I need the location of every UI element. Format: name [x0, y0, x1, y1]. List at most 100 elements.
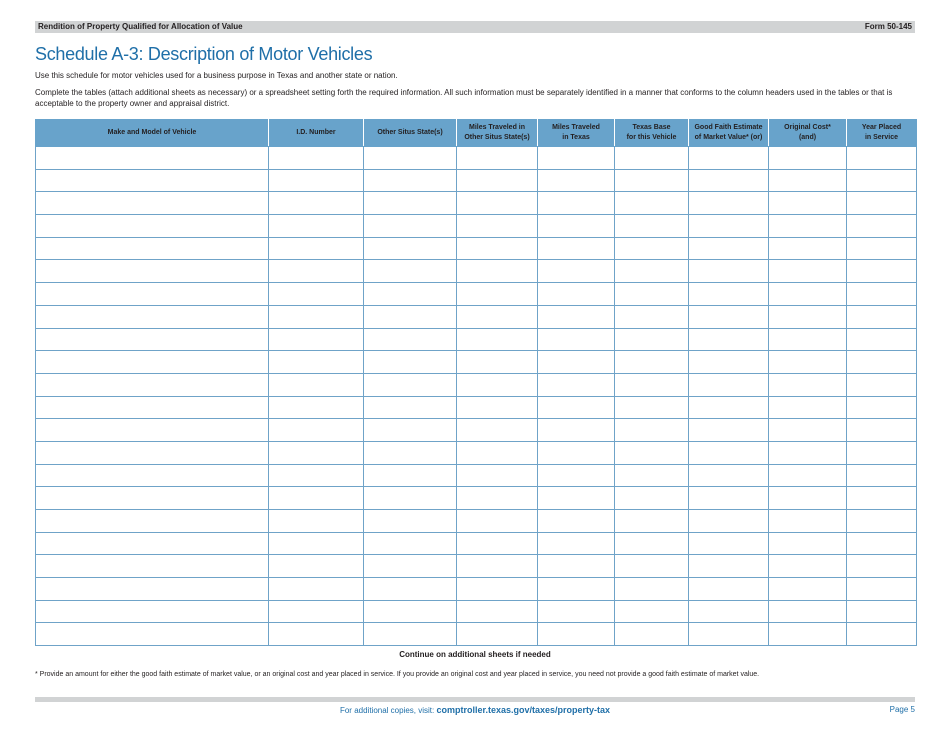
table-cell[interactable]: [363, 304, 457, 329]
table-cell[interactable]: [456, 304, 538, 329]
table-cell[interactable]: [614, 304, 689, 329]
table-cell[interactable]: [846, 554, 917, 579]
table-cell[interactable]: [846, 146, 917, 170]
table-cell[interactable]: [35, 191, 269, 216]
table-cell[interactable]: [268, 168, 364, 193]
table-cell[interactable]: [846, 282, 917, 306]
table-cell[interactable]: [688, 531, 769, 556]
table-cell[interactable]: [846, 259, 917, 284]
table-cell[interactable]: [614, 236, 689, 261]
table-cell[interactable]: [268, 350, 364, 374]
table-cell[interactable]: [537, 463, 615, 488]
table-cell[interactable]: [614, 531, 689, 556]
table-cell[interactable]: [35, 146, 269, 170]
table-cell[interactable]: [363, 372, 457, 397]
table-cell[interactable]: [363, 214, 457, 238]
table-cell[interactable]: [456, 531, 538, 556]
table-cell[interactable]: [614, 486, 689, 510]
table-cell[interactable]: [363, 259, 457, 284]
table-cell[interactable]: [537, 395, 615, 420]
table-cell[interactable]: [768, 236, 847, 261]
table-cell[interactable]: [614, 146, 689, 170]
table-cell[interactable]: [363, 418, 457, 442]
table-cell[interactable]: [456, 440, 538, 465]
table-cell[interactable]: [768, 418, 847, 442]
table-cell[interactable]: [614, 372, 689, 397]
table-cell[interactable]: [688, 622, 769, 647]
table-cell[interactable]: [688, 577, 769, 601]
comptroller-link[interactable]: comptroller.texas.gov/taxes/property-tax: [436, 705, 611, 715]
table-cell[interactable]: [363, 395, 457, 420]
table-cell[interactable]: [614, 599, 689, 624]
table-cell[interactable]: [537, 418, 615, 442]
table-cell[interactable]: [35, 282, 269, 306]
table-cell[interactable]: [35, 372, 269, 397]
table-cell[interactable]: [846, 395, 917, 420]
table-cell[interactable]: [614, 440, 689, 465]
table-cell[interactable]: [35, 304, 269, 329]
table-cell[interactable]: [768, 259, 847, 284]
table-cell[interactable]: [768, 599, 847, 624]
table-cell[interactable]: [614, 259, 689, 284]
table-cell[interactable]: [268, 327, 364, 352]
table-cell[interactable]: [688, 463, 769, 488]
table-cell[interactable]: [35, 509, 269, 533]
table-cell[interactable]: [456, 350, 538, 374]
table-cell[interactable]: [35, 599, 269, 624]
table-cell[interactable]: [688, 327, 769, 352]
table-cell[interactable]: [537, 236, 615, 261]
table-cell[interactable]: [35, 577, 269, 601]
table-cell[interactable]: [268, 372, 364, 397]
table-cell[interactable]: [688, 282, 769, 306]
table-cell[interactable]: [537, 168, 615, 193]
table-cell[interactable]: [846, 440, 917, 465]
table-cell[interactable]: [768, 440, 847, 465]
table-cell[interactable]: [537, 622, 615, 647]
table-cell[interactable]: [268, 259, 364, 284]
table-cell[interactable]: [363, 350, 457, 374]
table-cell[interactable]: [268, 554, 364, 579]
table-cell[interactable]: [614, 168, 689, 193]
table-cell[interactable]: [537, 509, 615, 533]
table-cell[interactable]: [688, 168, 769, 193]
table-cell[interactable]: [537, 327, 615, 352]
table-cell[interactable]: [688, 372, 769, 397]
table-cell[interactable]: [768, 622, 847, 647]
table-cell[interactable]: [614, 622, 689, 647]
table-cell[interactable]: [537, 304, 615, 329]
table-cell[interactable]: [846, 509, 917, 533]
table-cell[interactable]: [363, 146, 457, 170]
table-cell[interactable]: [768, 486, 847, 510]
table-cell[interactable]: [35, 327, 269, 352]
table-cell[interactable]: [35, 395, 269, 420]
table-cell[interactable]: [846, 214, 917, 238]
table-cell[interactable]: [363, 577, 457, 601]
table-cell[interactable]: [614, 327, 689, 352]
table-cell[interactable]: [768, 214, 847, 238]
table-cell[interactable]: [846, 577, 917, 601]
table-cell[interactable]: [268, 486, 364, 510]
table-cell[interactable]: [768, 350, 847, 374]
table-cell[interactable]: [35, 214, 269, 238]
table-cell[interactable]: [456, 168, 538, 193]
table-cell[interactable]: [537, 259, 615, 284]
table-cell[interactable]: [363, 168, 457, 193]
table-cell[interactable]: [688, 554, 769, 579]
table-cell[interactable]: [456, 214, 538, 238]
table-cell[interactable]: [614, 577, 689, 601]
table-cell[interactable]: [537, 554, 615, 579]
table-cell[interactable]: [268, 282, 364, 306]
table-cell[interactable]: [688, 259, 769, 284]
table-cell[interactable]: [688, 599, 769, 624]
table-cell[interactable]: [35, 463, 269, 488]
table-cell[interactable]: [537, 282, 615, 306]
table-cell[interactable]: [768, 327, 847, 352]
table-cell[interactable]: [456, 577, 538, 601]
table-cell[interactable]: [268, 599, 364, 624]
table-cell[interactable]: [537, 599, 615, 624]
table-cell[interactable]: [768, 554, 847, 579]
table-cell[interactable]: [268, 236, 364, 261]
table-cell[interactable]: [768, 304, 847, 329]
table-cell[interactable]: [846, 350, 917, 374]
table-cell[interactable]: [456, 486, 538, 510]
